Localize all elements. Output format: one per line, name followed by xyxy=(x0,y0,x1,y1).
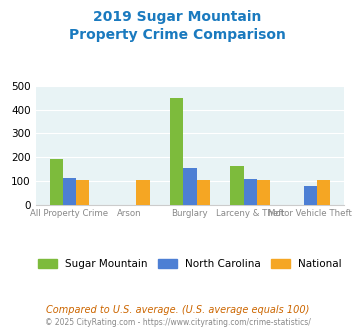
Bar xyxy=(50,159,63,205)
Bar xyxy=(136,180,149,205)
Bar xyxy=(197,180,210,205)
Text: © 2025 CityRating.com - https://www.cityrating.com/crime-statistics/: © 2025 CityRating.com - https://www.city… xyxy=(45,318,310,327)
Bar xyxy=(317,180,330,205)
Bar xyxy=(257,180,270,205)
Text: Compared to U.S. average. (U.S. average equals 100): Compared to U.S. average. (U.S. average … xyxy=(46,305,309,315)
Text: 2019 Sugar Mountain
Property Crime Comparison: 2019 Sugar Mountain Property Crime Compa… xyxy=(69,10,286,42)
Bar xyxy=(170,98,183,205)
Bar xyxy=(183,168,197,205)
Bar xyxy=(76,180,89,205)
Legend: Sugar Mountain, North Carolina, National: Sugar Mountain, North Carolina, National xyxy=(34,255,346,274)
Bar xyxy=(63,178,76,205)
Bar xyxy=(244,179,257,205)
Bar xyxy=(230,166,244,205)
Bar xyxy=(304,185,317,205)
